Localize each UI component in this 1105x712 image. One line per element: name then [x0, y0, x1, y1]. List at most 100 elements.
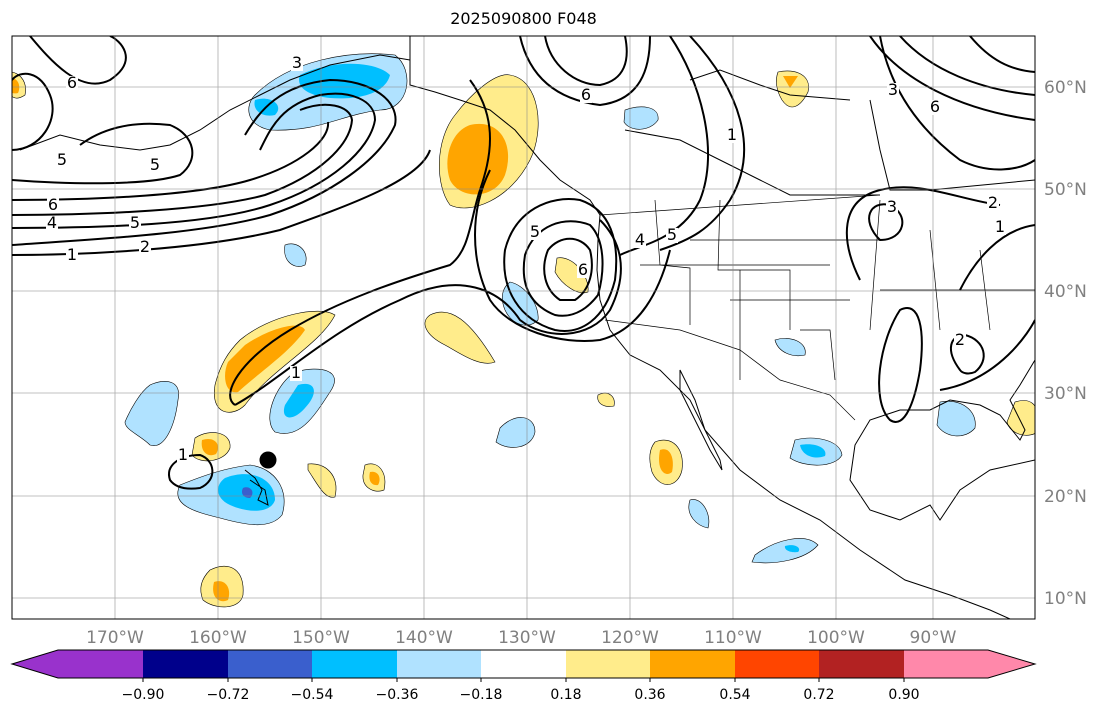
contour-label: 6 — [930, 97, 940, 116]
contour-label: 5 — [530, 222, 540, 241]
colorbar-tick-label: 0.72 — [803, 687, 834, 703]
contour-label: 1 — [67, 245, 77, 264]
contour-label: 2 — [988, 193, 998, 212]
contour-label: 2 — [140, 237, 150, 256]
contour-label-bg — [529, 225, 541, 240]
positive-core — [369, 471, 380, 486]
positive-core — [201, 438, 219, 456]
contour-label-bg — [290, 366, 302, 381]
contour-label: 4 — [47, 213, 57, 232]
contour-label-bg — [149, 158, 161, 173]
colorbar-segment — [819, 650, 904, 678]
longitude-label: 110°W — [704, 628, 762, 648]
colorbar-tick-label: 0.90 — [888, 687, 919, 703]
contour-label-bg — [139, 240, 151, 255]
map-title: 2025090800 F048 — [450, 9, 597, 28]
colorbar-segment — [904, 650, 988, 678]
positive-core — [447, 123, 509, 195]
contour-label: 1 — [178, 445, 188, 464]
negative-core — [254, 63, 390, 116]
latitude-label: 40°N — [1044, 282, 1087, 302]
contour-label-bg — [56, 153, 68, 168]
colorbar-segment — [228, 650, 312, 678]
longitude-label: 130°W — [498, 628, 556, 648]
longitude-label: 90°W — [910, 628, 957, 648]
negative-core — [784, 545, 800, 553]
latitude-label: 20°N — [1044, 487, 1087, 507]
colorbar-extend-min — [12, 650, 58, 678]
longitude-label: 170°W — [86, 628, 144, 648]
contour-label-bg — [46, 216, 58, 231]
colorbar-segment — [143, 650, 228, 678]
latitude-label: 30°N — [1044, 384, 1087, 404]
contour-label-bg — [177, 448, 189, 463]
negative-core — [283, 383, 314, 418]
colorbar-segment — [566, 650, 650, 678]
contour-label: 1 — [727, 125, 737, 144]
colorbar-tick-label: −0.18 — [460, 687, 503, 703]
colorbar-tick-label: 0.54 — [719, 687, 750, 703]
negative-anomaly — [936, 400, 976, 437]
positive-core — [225, 325, 305, 393]
positive-core — [12, 77, 20, 94]
colorbar-outline — [10, 649, 1037, 679]
positive-anomaly — [424, 311, 496, 364]
colorbar-segment — [481, 650, 566, 678]
contour-label-bg — [291, 56, 303, 71]
contour-label-bg — [66, 248, 78, 263]
contour-label: 3 — [887, 197, 897, 216]
negative-anomaly — [751, 538, 819, 564]
colorbar-tick-label: −0.72 — [207, 687, 250, 703]
contour-label-bg — [580, 88, 592, 103]
contour-label: 6 — [48, 195, 58, 214]
longitude-labels: 170°W 160°W 150°W 140°W 130°W 120°W 110°W 100°W… — [86, 628, 957, 648]
longitude-label: 150°W — [292, 628, 350, 648]
contour-label-bg — [666, 228, 678, 243]
colorbar: −0.90 −0.72 −0.54 −0.36 −0.18 0.18 0.36 0.54 0.7… — [10, 649, 1037, 703]
contour-label: 4 — [635, 230, 645, 249]
contour-label-bg — [634, 233, 646, 248]
colorbar-segment — [650, 650, 735, 678]
shaded-fields — [12, 53, 1035, 608]
contour-label: 6 — [578, 260, 588, 279]
positive-anomaly — [554, 257, 589, 294]
borders — [599, 194, 1035, 421]
contour-label: 6 — [581, 85, 591, 104]
contour-label-bg — [887, 83, 899, 98]
longitude-label: 100°W — [807, 628, 865, 648]
colorbar-extend-max — [988, 650, 1035, 678]
longitude-label: 160°W — [189, 628, 247, 648]
latitude-label: 60°N — [1044, 78, 1087, 98]
colorbar-segment — [397, 650, 481, 678]
contour-label: 1 — [995, 217, 1005, 236]
contour-label: 3 — [888, 80, 898, 99]
contour-label-bg — [726, 128, 738, 143]
contour-label-bg — [886, 200, 898, 215]
contour-label: 6 — [67, 73, 77, 92]
latitude-label: 10°N — [1044, 589, 1087, 609]
latitude-labels: 60°N 50°N 40°N 30°N 20°N 10°N — [1044, 78, 1087, 609]
longitude-label: 140°W — [395, 628, 453, 648]
map-frame — [11, 35, 1036, 620]
positive-core — [783, 76, 798, 88]
contour-label: 5 — [667, 225, 677, 244]
contour-label-bg — [577, 263, 589, 278]
colorbar-segment — [735, 650, 819, 678]
negative-anomaly — [495, 417, 536, 448]
negative-core — [800, 444, 826, 458]
longitude-label: 120°W — [601, 628, 659, 648]
contour-label: 1 — [291, 363, 301, 382]
negative-anomaly — [124, 381, 179, 446]
contour-label: 3 — [292, 53, 302, 72]
colorbar-tick-label: −0.90 — [122, 687, 165, 703]
strong-negative-core — [241, 487, 253, 498]
colorbar-tick-label: −0.54 — [291, 687, 334, 703]
negative-anomaly — [284, 243, 307, 267]
positive-core — [659, 449, 673, 474]
positive-core — [213, 581, 230, 602]
contour-label-bg — [987, 196, 999, 211]
contour-label: 2 — [955, 330, 965, 349]
graticule — [12, 36, 1035, 619]
